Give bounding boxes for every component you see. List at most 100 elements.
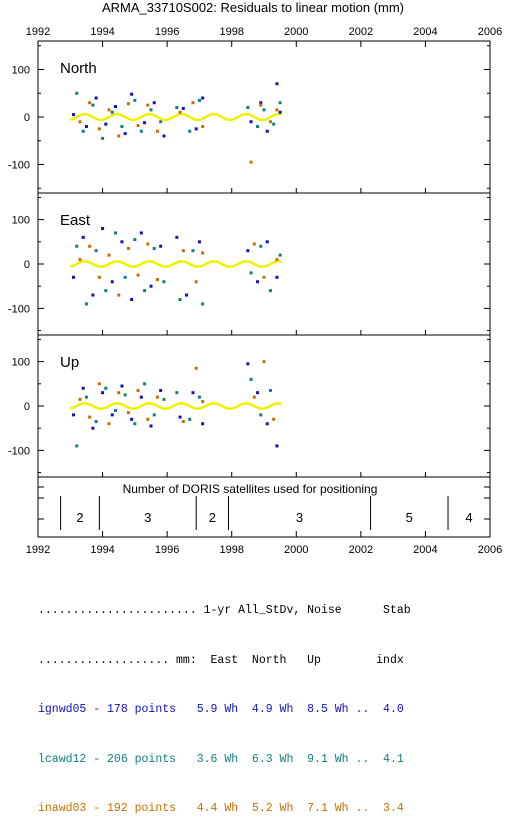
data-point-lcawd12: [84, 302, 88, 306]
data-point-ignwd05: [130, 417, 134, 421]
data-point-ignwd05: [159, 388, 163, 392]
data-point-lcawd12: [104, 386, 108, 390]
data-point-lcawd12: [162, 397, 166, 401]
data-point-inawd03: [155, 129, 159, 133]
data-point-inawd03: [201, 125, 205, 128]
top-tick-label: 2000: [284, 26, 308, 38]
data-point-ignwd05: [130, 298, 134, 301]
data-point-lcawd12: [178, 298, 182, 301]
data-point-lcawd12: [262, 108, 266, 112]
data-point-lcawd12: [191, 249, 195, 253]
top-tick-label: 1992: [26, 26, 50, 38]
satellite-frame: [37, 476, 491, 538]
satellite-panel: Number of DORIS satellites used for posi…: [37, 476, 491, 538]
y-tick-label: 0: [24, 401, 30, 413]
data-point-inawd03: [275, 258, 279, 262]
data-point-inawd03: [88, 244, 92, 248]
data-point-ignwd05: [120, 240, 124, 244]
data-point-lcawd12: [246, 106, 250, 109]
data-point-lcawd12: [123, 275, 127, 279]
panel-label: East: [60, 212, 91, 229]
data-point-inawd03: [275, 108, 279, 112]
data-point-inawd03: [126, 411, 130, 415]
y-tick-label: -100: [8, 303, 30, 315]
data-point-ignwd05: [275, 275, 279, 279]
data-point-ignwd05: [265, 240, 269, 244]
data-point-ignwd05: [113, 105, 117, 109]
data-point-ignwd05: [275, 444, 279, 448]
data-point-lcawd12: [120, 125, 124, 128]
data-point-inawd03: [97, 275, 101, 279]
data-point-lcawd12: [94, 420, 98, 424]
top-tick-label: 1998: [219, 26, 243, 38]
data-point-ignwd05: [101, 391, 105, 395]
top-tick-label: 2006: [478, 26, 502, 38]
data-point-lcawd12: [278, 101, 282, 105]
data-point-lcawd12: [249, 377, 253, 381]
bottom-tick-label: 1992: [26, 544, 50, 556]
data-point-inawd03: [97, 382, 101, 386]
data-point-ignwd05: [143, 121, 147, 125]
data-point-lcawd12: [278, 253, 282, 257]
y-tick-label: 100: [12, 215, 30, 227]
data-point-inawd03: [117, 293, 121, 297]
panel-frame: [37, 40, 491, 194]
data-point-inawd03: [252, 242, 256, 246]
data-point-lcawd12: [113, 408, 117, 412]
bottom-tick-label: 1996: [155, 544, 179, 556]
seasonal-fit-curve: [70, 402, 282, 410]
y-tick-label: -100: [8, 445, 30, 457]
satellite-count: 3: [296, 510, 303, 525]
summary-header-1: ....................... 1-yr All_StDv, N…: [38, 604, 411, 617]
satellite-count: 3: [144, 510, 151, 525]
data-point-ignwd05: [72, 275, 76, 279]
data-point-ignwd05: [104, 122, 108, 126]
data-point-inawd03: [136, 388, 140, 392]
satellite-count: 2: [209, 510, 216, 525]
data-point-ignwd05: [91, 426, 95, 430]
data-point-inawd03: [97, 127, 101, 131]
panel-east: East 100 0 -100: [8, 192, 491, 336]
data-point-inawd03: [146, 103, 150, 107]
data-point-lcawd12: [75, 91, 79, 95]
data-point-ignwd05: [175, 235, 179, 239]
data-point-lcawd12: [152, 413, 156, 417]
data-point-lcawd12: [133, 422, 137, 426]
data-point-lcawd12: [133, 98, 137, 102]
data-point-inawd03: [107, 108, 111, 112]
data-point-lcawd12: [159, 120, 163, 124]
data-point-ignwd05: [120, 384, 124, 388]
data-point-ignwd05: [265, 422, 269, 426]
data-point-ignwd05: [194, 127, 198, 131]
data-point-inawd03: [78, 258, 82, 262]
data-point-ignwd05: [265, 129, 269, 133]
data-point-ignwd05: [139, 231, 143, 235]
summary-row-inawd03: inawd03 - 192 points 4.4 Wh 5.2 Wh 7.1 W…: [38, 802, 404, 815]
data-point-lcawd12: [152, 246, 156, 250]
data-point-ignwd05: [84, 125, 88, 128]
data-point-lcawd12: [162, 280, 166, 284]
data-point-ignwd05: [94, 96, 98, 100]
panel-label: North: [60, 60, 97, 77]
y-tick-label: -100: [8, 160, 30, 172]
data-point-lcawd12: [123, 393, 127, 397]
bottom-tick-label: 2000: [284, 544, 308, 556]
data-point-ignwd05: [110, 280, 114, 284]
data-point-lcawd12: [197, 98, 201, 102]
data-point-ignwd05: [81, 386, 85, 390]
summary-row-lcawd12: lcawd12 - 206 points 3.6 Wh 6.3 Wh 9.1 W…: [38, 752, 404, 766]
data-point-inawd03: [272, 417, 276, 421]
data-point-inawd03: [178, 110, 182, 114]
data-point-ignwd05: [197, 240, 201, 244]
panel-up: Up 100 0 -100: [8, 334, 491, 478]
data-point-inawd03: [126, 246, 130, 250]
bottom-tick-label: 1998: [219, 544, 243, 556]
bottom-tick-label: 1994: [90, 544, 114, 556]
chart-title: ARMA_33710S002: Residuals to linear moti…: [102, 0, 404, 15]
data-point-inawd03: [78, 397, 82, 401]
summary-header-2: ................... mm: East North Up in…: [38, 653, 404, 667]
data-point-lcawd12: [75, 244, 79, 248]
data-point-ignwd05: [178, 415, 182, 419]
data-point-ignwd05: [249, 120, 253, 124]
data-point-inawd03: [107, 253, 111, 257]
